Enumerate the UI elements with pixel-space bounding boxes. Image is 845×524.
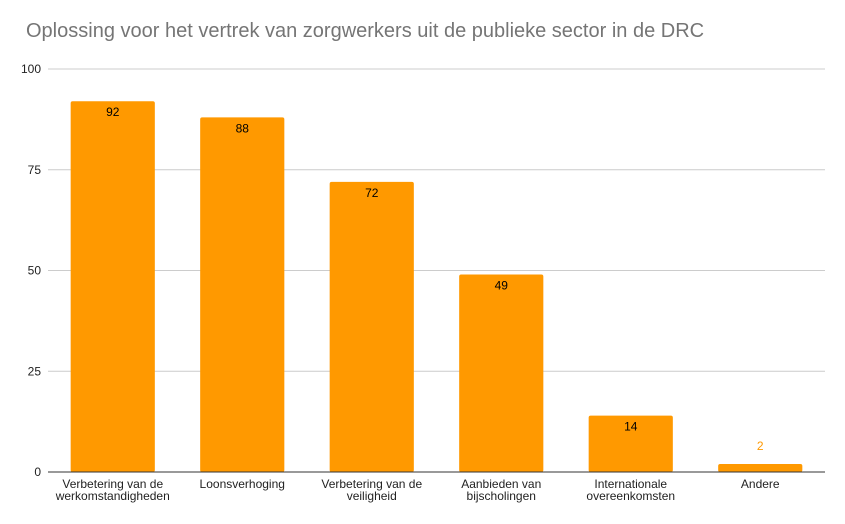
data-label: 49	[495, 279, 509, 293]
gridlines	[48, 68, 825, 372]
bar	[70, 101, 155, 473]
x-tick-label-line: Verbetering van de	[62, 477, 163, 491]
x-tick-label-line: Aanbieden van	[461, 477, 541, 491]
x-tick-label: Internationale overeenkomsten	[586, 477, 675, 503]
x-tick-label-line: Andere	[741, 477, 780, 491]
x-tick-label-line: werkomstandigheden	[55, 489, 170, 503]
bar	[718, 463, 803, 472]
x-tick-label-line: bijscholingen	[467, 489, 536, 503]
data-label: 2	[757, 439, 764, 453]
x-tick-label-line: veiligheid	[347, 489, 397, 503]
x-tick-label: Aanbieden van bijscholingen	[461, 477, 541, 503]
y-tick-label: 25	[28, 364, 42, 378]
bar	[200, 117, 285, 473]
y-tick-label: 100	[21, 62, 41, 76]
bar	[329, 181, 414, 472]
x-tick-label: Loonsverhoging	[200, 477, 285, 491]
x-tick-label-line: overeenkomsten	[586, 489, 675, 503]
x-tick-label: Andere	[741, 477, 780, 491]
y-tick-label: 50	[28, 264, 42, 278]
data-label: 72	[365, 186, 379, 200]
bars	[70, 101, 803, 473]
y-tick-label: 0	[34, 465, 41, 479]
data-label: 88	[236, 121, 250, 135]
x-tick-label-line: Internationale	[594, 477, 667, 491]
data-labels: 92 88 72 49 14 2	[106, 105, 764, 453]
chart-title: Oplossing voor het vertrek van zorgwerke…	[26, 20, 705, 42]
bar	[459, 274, 544, 472]
x-tick-label: Verbetering van de werkomstandigheden	[55, 477, 170, 503]
x-tick-label-line: Loonsverhoging	[200, 477, 285, 491]
x-tick-label: Verbetering van de veiligheid	[321, 477, 422, 503]
y-tick-label: 75	[28, 163, 42, 177]
x-tick-label-line: Verbetering van de	[321, 477, 422, 491]
bar	[588, 415, 673, 472]
data-label: 92	[106, 105, 120, 119]
data-label: 14	[624, 420, 638, 434]
